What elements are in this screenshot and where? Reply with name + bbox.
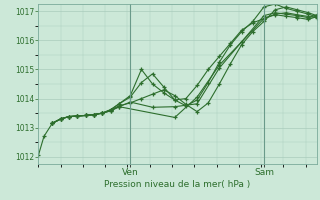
X-axis label: Pression niveau de la mer( hPa ): Pression niveau de la mer( hPa ) — [104, 180, 251, 189]
